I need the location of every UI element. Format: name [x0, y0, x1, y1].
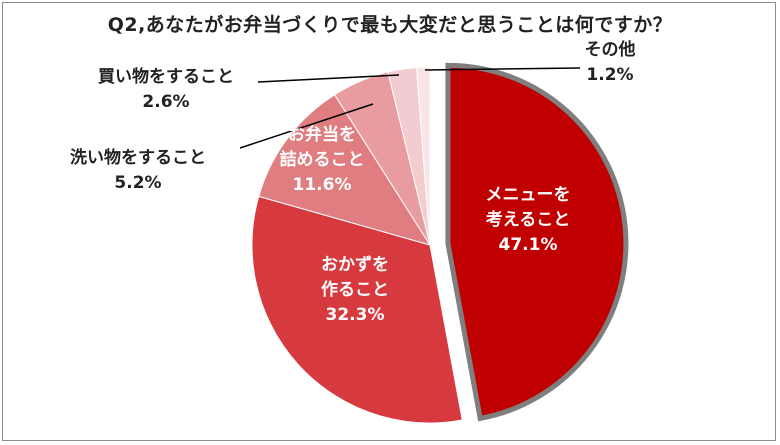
slice-label-2: お弁当を詰めること 11.6%: [280, 124, 365, 195]
pie-slice-1: [251, 195, 463, 424]
leader-line-4: [257, 74, 400, 83]
slice-label-0: メニューを考えること 47.1%: [485, 185, 571, 255]
pie-slice-5: [416, 66, 431, 246]
leader-line-3: [239, 103, 374, 149]
slice-label-1: おかずを作ること 32.3%: [321, 255, 389, 325]
pie-slice-0: [445, 62, 629, 422]
slice-label-5: その他 1.2%: [585, 39, 636, 85]
slice-label-4: 買い物をすること 2.6%: [98, 66, 234, 112]
leader-line-5: [424, 67, 581, 71]
pie-slice-2: [258, 94, 432, 246]
slice-label-3: 洗い物をすること 5.2%: [70, 147, 206, 193]
chart-title: Q2,あなたがお弁当づくりで最も大変だと思うことは何ですか？: [107, 14, 673, 36]
